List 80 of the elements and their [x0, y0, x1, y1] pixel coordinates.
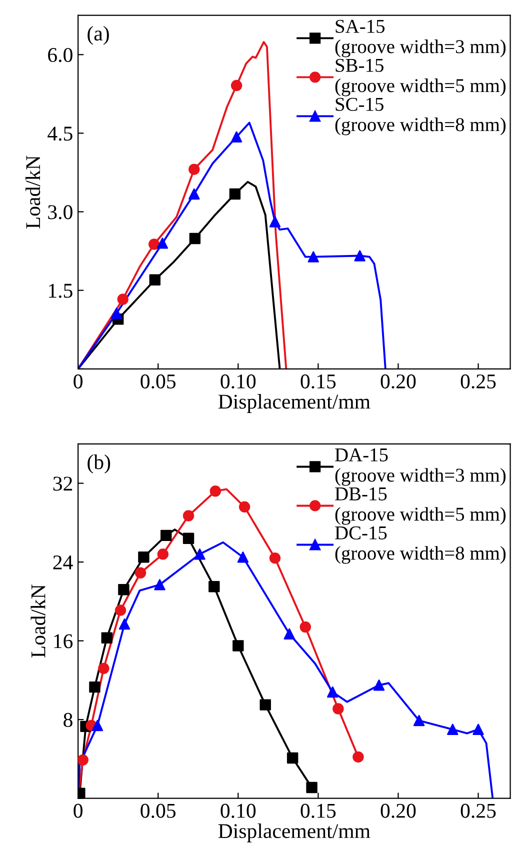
point: [194, 548, 206, 560]
y-tick-label: 24: [53, 555, 73, 570]
point: [284, 628, 295, 640]
y-axis-title: Load/kN: [25, 156, 40, 229]
point: [413, 714, 425, 726]
point: [229, 188, 241, 200]
y-tick-label: 4.5: [48, 126, 72, 141]
x-tick-label: 0.20: [380, 804, 416, 818]
point: [238, 501, 250, 513]
x-tick-label: 0.25: [460, 804, 496, 818]
point: [230, 131, 242, 142]
annotation: (a): [88, 26, 109, 45]
legend-label: SB-15 (groove width=5 mm): [335, 58, 506, 96]
y-tick-label: 3.0: [48, 205, 72, 220]
point: [260, 699, 271, 710]
point: [157, 548, 169, 560]
point: [110, 308, 122, 319]
point: [300, 621, 311, 633]
annotation: (b): [88, 454, 110, 474]
legend-label: DA-15 (groove width=3 mm): [335, 448, 506, 486]
x-tick-label: 0.15: [300, 804, 336, 818]
point: [101, 632, 112, 644]
x-axis-title: Displacement/mm: [218, 394, 370, 413]
x-tick-label: 0.05: [140, 804, 176, 818]
legend-label: DC-15 (groove width=8 mm): [335, 526, 506, 564]
point: [114, 604, 126, 616]
y-axis-title: Load/kN: [30, 584, 46, 658]
y-tick-label: 1.5: [48, 284, 72, 298]
x-tick-label: 0.10: [220, 804, 256, 818]
point: [98, 662, 110, 674]
point: [308, 251, 319, 262]
x-tick-label: 0.15: [300, 374, 336, 389]
point: [332, 703, 344, 714]
point: [160, 530, 172, 542]
point: [188, 188, 200, 200]
point: [156, 238, 168, 249]
y-tick-label: 32: [53, 476, 72, 491]
point: [232, 640, 244, 652]
point: [230, 80, 242, 92]
x-tick-label: 0.05: [140, 374, 176, 389]
point: [182, 532, 194, 544]
y-tick-label: 8: [64, 712, 72, 727]
point: [92, 720, 104, 732]
point: [148, 238, 160, 250]
point: [373, 679, 385, 691]
point: [269, 216, 281, 228]
point: [182, 510, 194, 522]
point: [154, 579, 166, 590]
point: [352, 751, 364, 763]
point: [210, 486, 222, 497]
x-tick-label: 0: [74, 374, 82, 388]
point: [78, 754, 88, 766]
point: [189, 232, 201, 244]
x-tick-label: 0.25: [460, 374, 496, 389]
legend-label: SA-15 (groove width=3 mm): [335, 20, 506, 58]
point: [138, 552, 150, 563]
point: [447, 724, 458, 736]
legend-label: DB-15 (groove width=5 mm): [335, 487, 506, 525]
point: [269, 552, 281, 564]
x-tick-label: 0: [74, 804, 82, 818]
point: [134, 567, 146, 578]
point: [149, 274, 161, 286]
point: [117, 294, 128, 305]
point: [354, 250, 366, 262]
point: [89, 681, 100, 693]
legend-label: SC-15 (groove width=8 mm): [335, 98, 506, 136]
point: [208, 581, 220, 592]
x-tick-label: 0.10: [220, 374, 256, 389]
point: [118, 618, 130, 630]
point: [286, 752, 298, 764]
y-tick-label: 6.0: [48, 48, 72, 62]
point: [306, 782, 318, 794]
point: [326, 686, 338, 698]
point: [188, 164, 200, 175]
point: [237, 552, 249, 563]
point: [118, 584, 130, 596]
point: [472, 724, 484, 736]
y-tick-label: 16: [54, 634, 73, 648]
x-axis-title: Displacement/mm: [218, 823, 370, 842]
x-tick-label: 0.20: [380, 374, 416, 389]
